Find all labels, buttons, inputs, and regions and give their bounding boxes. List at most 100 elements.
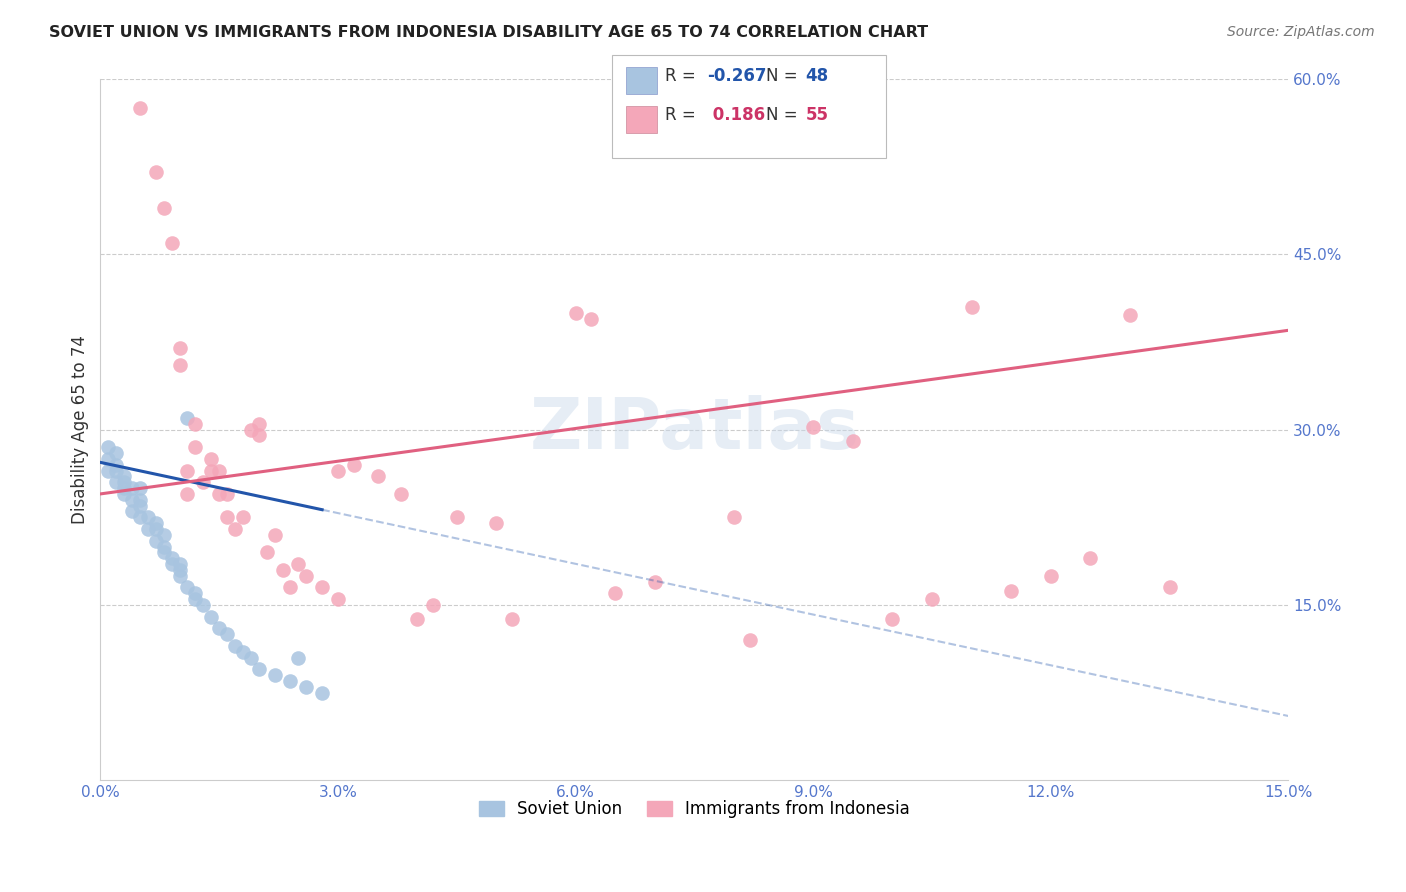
Point (129, 481, 152, 495)
Point (217, 627, 239, 641)
Point (287, 557, 309, 571)
Point (295, 568, 318, 582)
Point (145, 516, 167, 530)
Point (1039, 568, 1062, 582)
Point (224, 639, 246, 653)
Point (326, 592, 349, 607)
Point (1000, 583, 1022, 598)
Point (208, 621, 231, 635)
Point (239, 650, 262, 665)
Point (343, 458, 366, 472)
Text: 0.186: 0.186 (707, 106, 765, 124)
Point (1119, 308, 1142, 322)
Point (129, 492, 152, 507)
Point (311, 685, 333, 699)
Point (247, 662, 270, 676)
Point (247, 428, 270, 442)
Point (160, 235, 183, 250)
Point (256, 545, 278, 559)
Point (112, 475, 135, 490)
Point (311, 581, 333, 595)
Point (112, 469, 135, 483)
Point (176, 411, 198, 425)
Point (160, 557, 183, 571)
Point (208, 487, 231, 501)
Point (644, 574, 666, 589)
Point (247, 417, 270, 431)
Point (389, 487, 412, 501)
Point (446, 510, 468, 524)
Point (723, 510, 745, 524)
Point (564, 306, 586, 320)
Point (129, 510, 152, 524)
Point (485, 516, 508, 530)
Point (232, 510, 254, 524)
Point (217, 510, 239, 524)
Point (169, 359, 191, 373)
Text: 48: 48 (806, 67, 828, 85)
Point (129, 101, 152, 115)
Point (169, 341, 191, 355)
Point (97, 440, 120, 454)
Point (176, 464, 198, 478)
Point (105, 446, 128, 460)
Point (287, 650, 309, 665)
Point (121, 504, 143, 518)
Point (1080, 551, 1102, 566)
Point (136, 522, 159, 536)
Text: Source: ZipAtlas.com: Source: ZipAtlas.com (1227, 25, 1375, 39)
Point (200, 609, 222, 624)
Y-axis label: Disability Age 65 to 74: Disability Age 65 to 74 (72, 335, 89, 524)
Point (169, 563, 191, 577)
Point (200, 464, 222, 478)
Point (882, 612, 904, 626)
Point (193, 475, 215, 490)
Point (129, 499, 152, 513)
Point (97, 464, 120, 478)
Point (145, 533, 167, 548)
Point (160, 551, 183, 566)
Text: -0.267: -0.267 (707, 67, 766, 85)
Point (842, 434, 865, 449)
Point (422, 598, 444, 612)
Point (581, 311, 603, 326)
Point (145, 165, 167, 179)
Text: N =: N = (766, 67, 803, 85)
Point (105, 475, 128, 490)
Point (271, 563, 294, 577)
Point (605, 586, 627, 600)
Point (152, 201, 174, 215)
Point (169, 568, 191, 582)
Point (738, 633, 761, 648)
Point (152, 540, 174, 554)
Legend: Soviet Union, Immigrants from Indonesia: Soviet Union, Immigrants from Indonesia (472, 793, 917, 824)
Point (105, 464, 128, 478)
Point (208, 464, 231, 478)
Point (184, 417, 207, 431)
Point (121, 481, 143, 495)
Point (960, 300, 983, 314)
Point (200, 451, 222, 466)
Point (112, 487, 135, 501)
Text: SOVIET UNION VS IMMIGRANTS FROM INDONESIA DISABILITY AGE 65 TO 74 CORRELATION CH: SOVIET UNION VS IMMIGRANTS FROM INDONESI… (49, 25, 928, 40)
Text: R =: R = (665, 67, 702, 85)
Point (145, 522, 167, 536)
Point (136, 510, 159, 524)
Point (169, 557, 191, 571)
Point (152, 528, 174, 542)
Point (224, 522, 246, 536)
Point (97, 451, 120, 466)
Text: N =: N = (766, 106, 803, 124)
Point (406, 612, 429, 626)
Point (184, 586, 207, 600)
Text: 55: 55 (806, 106, 828, 124)
Point (176, 487, 198, 501)
Point (121, 492, 143, 507)
Point (263, 668, 285, 682)
Point (232, 645, 254, 659)
Point (152, 545, 174, 559)
Point (263, 528, 285, 542)
Point (280, 673, 302, 688)
Point (501, 612, 523, 626)
Text: ZIPatlas: ZIPatlas (529, 395, 859, 464)
